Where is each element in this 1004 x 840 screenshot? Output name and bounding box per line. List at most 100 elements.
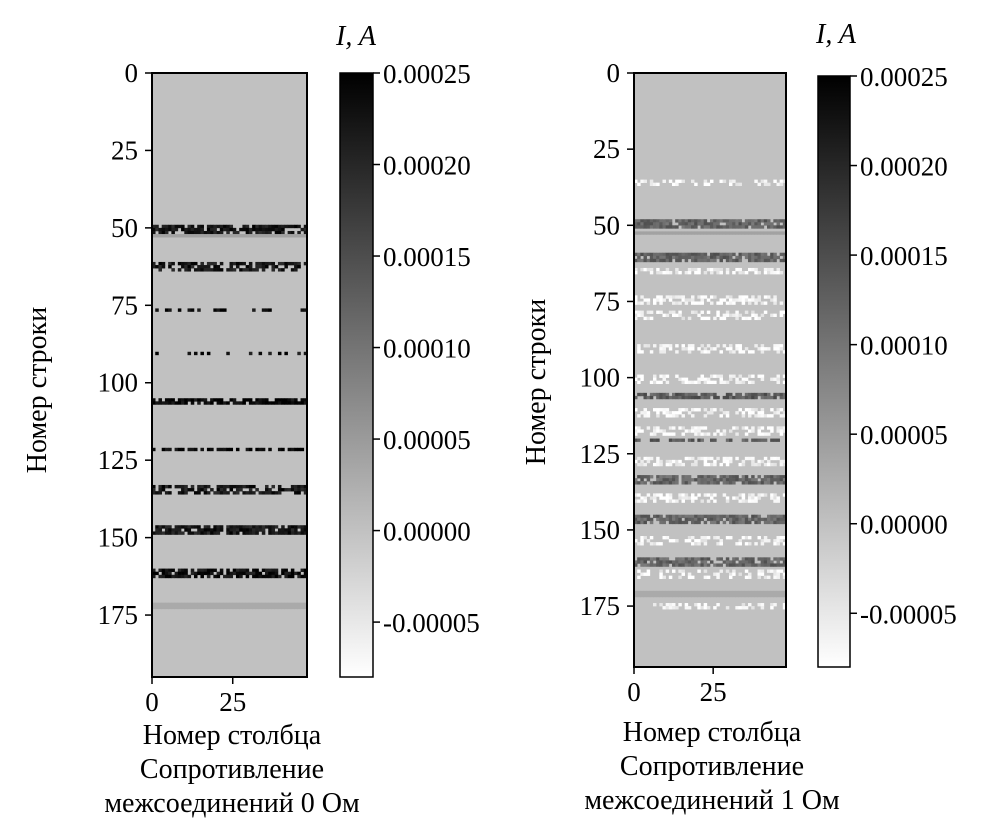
heatmap-cell — [659, 231, 663, 235]
heatmap-cell — [732, 478, 736, 482]
heatmap-cell-bright — [637, 414, 641, 418]
heatmap-cell — [216, 531, 221, 535]
heatmap-cell-bright — [659, 310, 663, 314]
heatmap-cell-bright — [646, 426, 651, 430]
heatmap-cell — [710, 590, 714, 595]
heatmap-cell — [297, 525, 301, 529]
heatmap-cell — [274, 525, 279, 529]
heatmap-cell — [782, 563, 787, 567]
heatmap-cell — [760, 593, 765, 598]
heatmap-cell-bright — [697, 271, 701, 275]
heatmap-cell-bright — [643, 572, 647, 576]
heatmap-cell — [245, 574, 250, 579]
heatmap-cell — [754, 392, 758, 397]
heatmap-cell — [284, 605, 288, 610]
heatmap-cell-bright — [773, 572, 777, 576]
heatmap-cell-bright — [779, 310, 784, 314]
heatmap-cell-bright — [656, 542, 660, 546]
heatmap-cell-bright — [678, 575, 682, 579]
heatmap-cell — [710, 560, 714, 564]
heatmap-cell — [738, 231, 742, 235]
heatmap-cell-bright — [681, 295, 685, 299]
heatmap-cell-bright — [691, 295, 695, 299]
heatmap-cell-bright — [646, 539, 651, 543]
heatmap-cell — [716, 478, 720, 482]
heatmap-cell-bright — [757, 295, 761, 299]
heatmap-cell — [158, 531, 162, 535]
heatmap-cell — [637, 252, 641, 257]
heatmap-cell — [290, 401, 295, 405]
heatmap-cell — [181, 398, 185, 402]
heatmap-cell — [659, 252, 663, 257]
heatmap-cell-bright — [757, 572, 761, 576]
heatmap-cell — [738, 258, 742, 263]
heatmap-cell — [206, 531, 211, 535]
heatmap-cell — [187, 525, 192, 529]
heatmap-cell — [760, 231, 765, 235]
heatmap-cell-bright — [684, 377, 689, 381]
heatmap-cell-bright — [782, 374, 787, 378]
heatmap-cell — [281, 401, 285, 405]
heatmap-cell — [703, 520, 708, 525]
heatmap-cell — [261, 268, 266, 272]
heatmap-cell — [751, 593, 755, 598]
heatmap-cell — [773, 557, 777, 561]
heatmap-cell — [213, 525, 217, 529]
heatmap-cell — [691, 590, 695, 595]
heatmap-cell-bright — [678, 493, 682, 497]
heatmap-cell-bright — [782, 493, 787, 497]
heatmap-cell — [190, 261, 195, 266]
heatmap-cell-bright — [659, 603, 663, 607]
heatmap-cell-bright — [697, 542, 701, 546]
heatmap-cell — [732, 560, 736, 564]
heatmap-cell — [668, 514, 673, 519]
heatmap-cell — [697, 481, 701, 485]
heatmap-cell-bright — [744, 295, 749, 299]
heatmap-cell — [187, 261, 192, 266]
heatmap-cell — [754, 222, 758, 226]
heatmap-cell — [646, 219, 651, 223]
heatmap-cell — [659, 481, 663, 485]
heatmap-cell-bright — [744, 347, 749, 351]
heatmap-cell — [303, 531, 308, 535]
caption-line-3: межсоединений 0 Ом — [104, 788, 360, 819]
heatmap-cell-bright — [665, 408, 670, 412]
heatmap-cell — [744, 481, 749, 485]
heatmap-cell — [748, 481, 752, 485]
heatmap-cell — [200, 568, 204, 572]
heatmap-cell-bright — [697, 301, 701, 305]
heatmap-cell — [763, 252, 768, 257]
heatmap-cell — [770, 222, 774, 226]
heatmap-cell — [216, 234, 221, 238]
heatmap-cell — [265, 574, 269, 579]
heatmap-cell — [773, 252, 777, 257]
heatmap-cell-bright — [741, 350, 746, 354]
heatmap-cell — [691, 392, 695, 397]
heatmap-cell — [197, 230, 201, 235]
heatmap-cell — [300, 484, 305, 489]
heatmap-cell — [735, 514, 739, 519]
heatmap-cell-bright — [640, 179, 644, 183]
heatmap-cell — [754, 478, 758, 482]
heatmap-cell — [271, 602, 276, 607]
heatmap-cell-bright — [732, 426, 736, 430]
heatmap-cell — [281, 224, 285, 229]
heatmap-cell — [659, 590, 663, 595]
heatmap-cell-bright — [744, 569, 749, 573]
heatmap-cell-bright — [665, 606, 670, 610]
heatmap-cell — [242, 531, 246, 535]
heatmap-cell — [203, 528, 208, 532]
y-tick-label: 175 — [580, 591, 621, 621]
heatmap-cell — [732, 563, 736, 567]
heatmap-cell — [265, 401, 269, 405]
heatmap-cell-bright — [672, 569, 676, 573]
heatmap-cell-bright — [659, 408, 663, 412]
heatmap-cell — [779, 395, 784, 400]
heatmap-cell-bright — [649, 536, 654, 540]
heatmap-cell — [184, 491, 188, 495]
heatmap-cell-bright — [722, 313, 727, 317]
heatmap-cell — [760, 438, 765, 442]
heatmap-cell — [216, 528, 221, 532]
heatmap-cell — [210, 571, 214, 576]
heatmap-cell — [287, 224, 292, 229]
